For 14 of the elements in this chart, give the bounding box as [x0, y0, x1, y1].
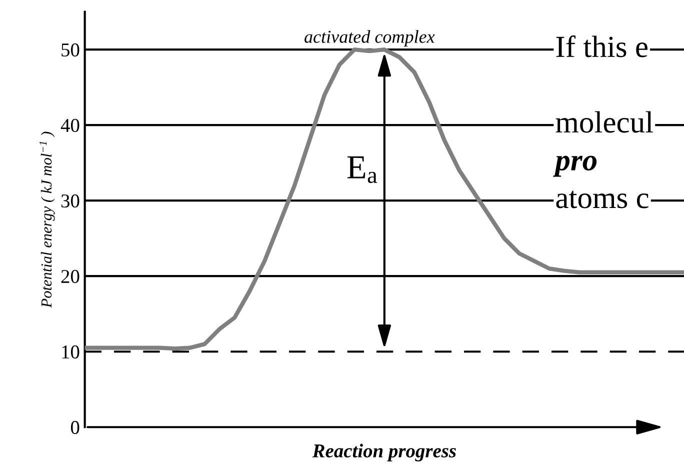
annotation: If this e — [556, 35, 648, 58]
annotation: activated complex — [304, 30, 435, 47]
y-tick-label: 0 — [70, 420, 80, 434]
x-axis-title: Reaction progress — [312, 444, 456, 462]
y-tick-label: 40 — [60, 118, 80, 132]
y-tick-label: 30 — [61, 194, 80, 208]
y-tick-label: 50 — [62, 43, 80, 57]
annotation: pro — [553, 156, 597, 177]
annotation: E$_{a}$ — [347, 156, 378, 184]
y-axis-title: Potential energy ( kJ mol$^{−1}$ ) — [40, 132, 55, 308]
annotation: atoms c — [556, 190, 648, 208]
y-tick-label: 10 — [62, 345, 80, 359]
annotation: molecul — [556, 111, 653, 133]
y-tick-label: 20 — [61, 270, 80, 284]
